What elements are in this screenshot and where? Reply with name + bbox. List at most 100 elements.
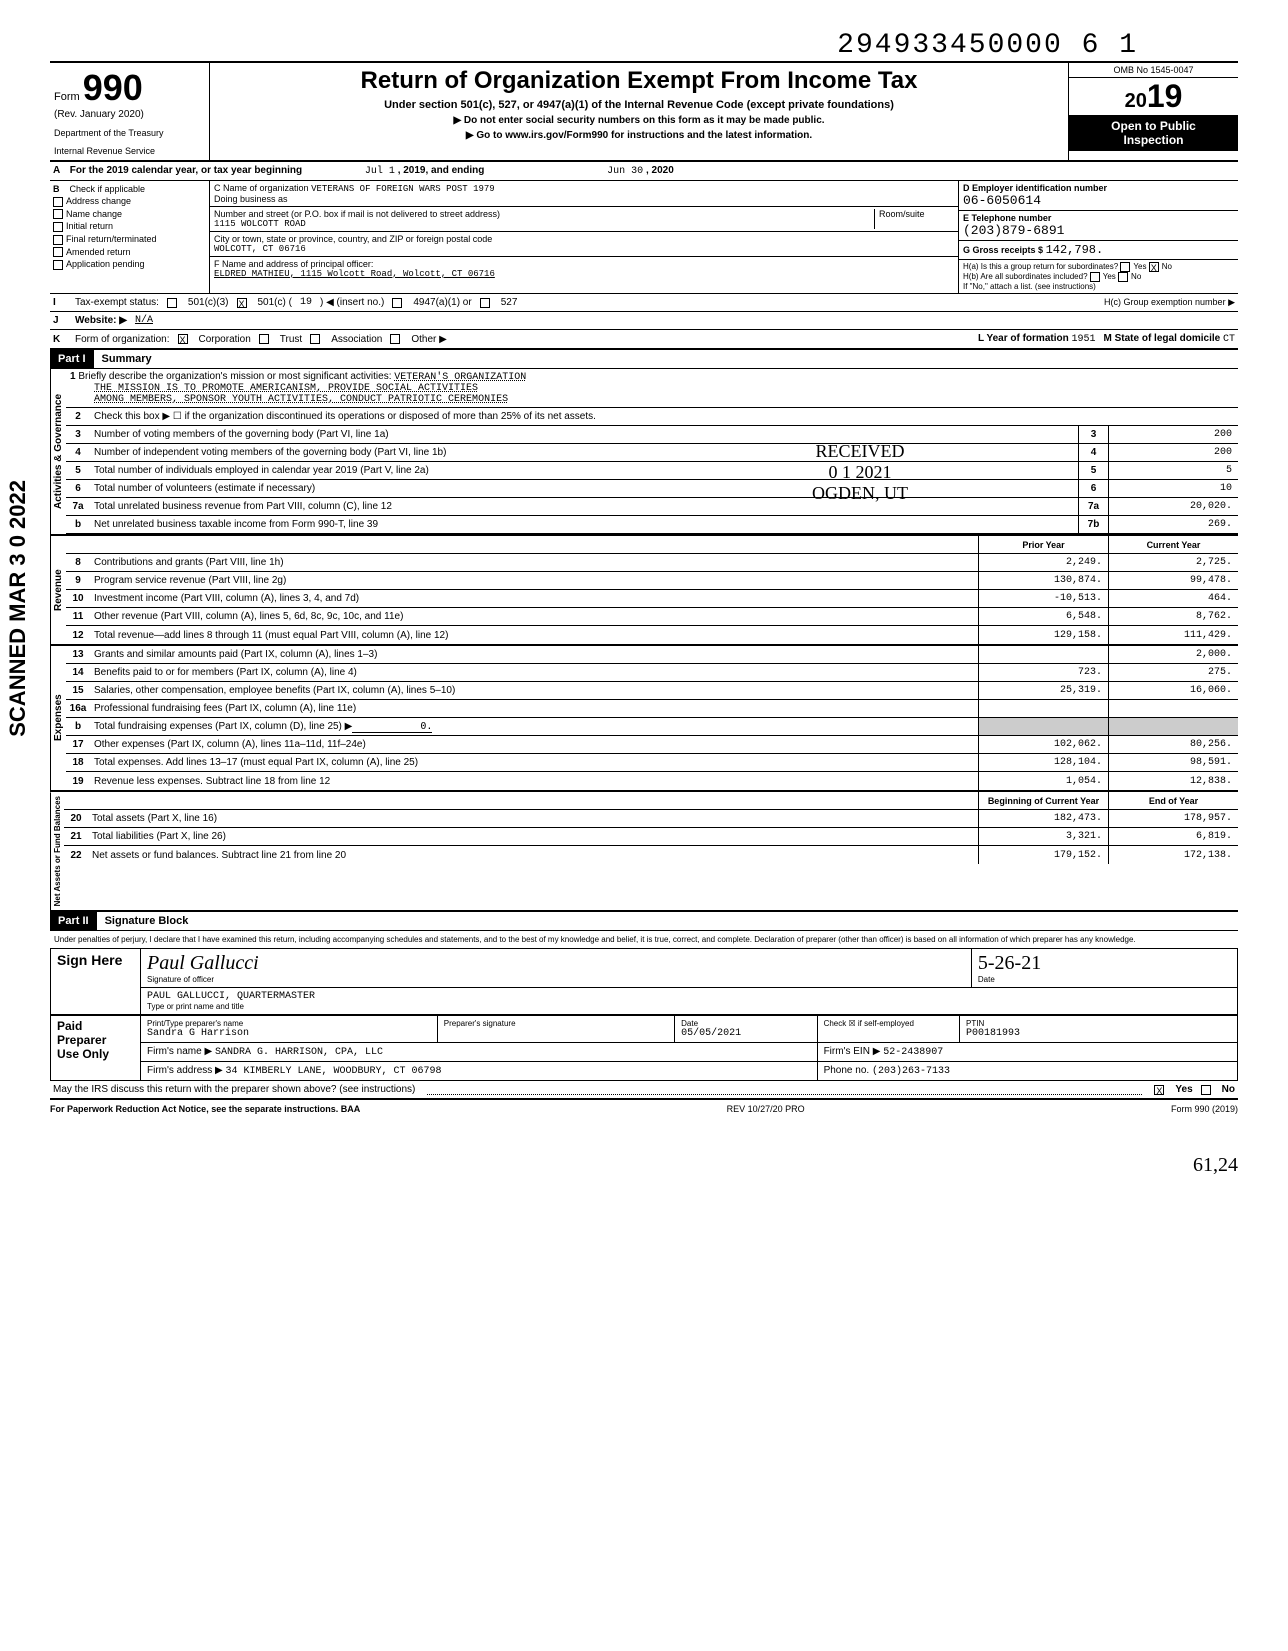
checkbox-amended-return[interactable]: Amended return (53, 247, 206, 258)
checkbox-application-pending[interactable]: Application pending (53, 259, 206, 270)
line6: Total number of volunteers (estimate if … (90, 481, 1078, 496)
gross-receipts-label: G Gross receipts $ (963, 245, 1043, 255)
table-row: 10Investment income (Part VIII, column (… (66, 590, 1238, 608)
checkbox-final-return[interactable]: Final return/terminated (53, 234, 206, 245)
firm-ein: 52-2438907 (883, 1047, 943, 1058)
city-state-zip: WOLCOTT, CT 06716 (214, 244, 492, 254)
assoc-checkbox[interactable] (310, 334, 320, 344)
part-1-header: Part I (50, 350, 94, 368)
line3-val: 200 (1108, 426, 1238, 443)
phone-value: (203)879-6891 (963, 223, 1234, 238)
4947-checkbox[interactable] (392, 298, 402, 308)
mission-3: AMONG MEMBERS, SPONSOR YOUTH ACTIVITIES,… (94, 394, 508, 405)
part-2-header: Part II (50, 912, 97, 930)
table-row: 9Program service revenue (Part VIII, lin… (66, 572, 1238, 590)
tax-year: 19 (1147, 78, 1183, 114)
discuss-yes[interactable] (1154, 1085, 1164, 1095)
table-row: 8Contributions and grants (Part VIII, li… (66, 554, 1238, 572)
form-subtitle: Under section 501(c), 527, or 4947(a)(1)… (218, 99, 1060, 111)
website-label: Website: ▶ (75, 315, 127, 326)
checkbox-initial-return[interactable]: Initial return (53, 221, 206, 232)
top-tracking-number: 294933450000 6 1 (50, 30, 1238, 61)
ein-value: 06-6050614 (963, 193, 1234, 208)
line3: Number of voting members of the governin… (90, 427, 1078, 442)
501c-insert: 19 (300, 297, 312, 308)
prior-year-header: Prior Year (978, 536, 1108, 553)
org-name: VETERANS OF FOREIGN WARS POST 1979 (311, 184, 495, 194)
firm-name-label: Firm's name ▶ (147, 1046, 212, 1057)
officer-label: F Name and address of principal officer: (214, 259, 495, 269)
501c-checkbox[interactable] (237, 298, 247, 308)
tax-exempt-label: Tax-exempt status: (75, 297, 159, 308)
ptin-value: P00181993 (966, 1028, 1231, 1039)
expenses-section: Expenses 13Grants and similar amounts pa… (50, 646, 1238, 792)
hb-no[interactable] (1118, 272, 1128, 282)
handwritten-note: 61,24 (50, 1154, 1238, 1177)
hb-yes[interactable] (1090, 272, 1100, 282)
501c3-checkbox[interactable] (167, 298, 177, 308)
firm-addr: 34 KIMBERLY LANE, WOODBURY, CT 06798 (226, 1066, 442, 1077)
year-prefix: 20 (1125, 90, 1147, 112)
firm-ein-label: Firm's EIN ▶ (824, 1046, 881, 1057)
mission-1: VETERAN'S ORGANIZATION (394, 372, 526, 383)
line2: Check this box ▶ ☐ if the organization d… (90, 409, 1238, 424)
scanned-stamp: SCANNED MAR 3 0 2022 (5, 480, 31, 737)
street-address: 1115 WOLCOTT ROAD (214, 219, 874, 229)
form-revision: (Rev. January 2020) (54, 109, 205, 120)
527-checkbox[interactable] (480, 298, 490, 308)
corp-checkbox[interactable] (178, 334, 188, 344)
ha-yes[interactable] (1120, 262, 1130, 272)
checkbox-name-change[interactable]: Name change (53, 209, 206, 220)
footer-left: For Paperwork Reduction Act Notice, see … (50, 1104, 360, 1114)
received-stamp: RECEIVED 0 1 2021 OGDEN, UT (812, 441, 908, 504)
line7b: Net unrelated business taxable income fr… (90, 517, 1078, 532)
line5-val: 5 (1108, 462, 1238, 479)
part-2-title: Signature Block (97, 915, 189, 927)
table-row: 19Revenue less expenses. Subtract line 1… (66, 772, 1238, 790)
signature-block: Sign Here Paul Gallucci Signature of off… (50, 948, 1238, 1015)
form-title: Return of Organization Exempt From Incom… (218, 67, 1060, 95)
revenue-section: Revenue Prior YearCurrent Year 8Contribu… (50, 536, 1238, 646)
page-footer: For Paperwork Reduction Act Notice, see … (50, 1100, 1238, 1114)
line4-val: 200 (1108, 444, 1238, 461)
discuss-label: May the IRS discuss this return with the… (53, 1084, 415, 1095)
state-domicile-label: M State of legal domicile (1104, 333, 1221, 344)
prep-date: 05/05/2021 (681, 1028, 810, 1039)
expenses-side-label: Expenses (50, 646, 66, 790)
org-name-label: C Name of organization (214, 183, 309, 193)
open-public-1: Open to Public (1073, 119, 1234, 133)
self-employed-check: Check ☒ if self-employed (817, 1016, 959, 1043)
line-a-label: For the 2019 calendar year, or tax year … (70, 165, 302, 176)
discuss-no[interactable] (1201, 1085, 1211, 1095)
table-row: 22Net assets or fund balances. Subtract … (64, 846, 1238, 864)
netassets-side-label: Net Assets or Fund Balances (50, 792, 64, 910)
part-1-title: Summary (94, 353, 152, 365)
line5: Total number of individuals employed in … (90, 463, 1078, 478)
year-formation: 1951 (1071, 334, 1095, 345)
line7a: Total unrelated business revenue from Pa… (90, 499, 1078, 514)
website-value: N/A (135, 315, 153, 326)
street-label: Number and street (or P.O. box if mail i… (214, 209, 874, 219)
table-row: 17Other expenses (Part IX, column (A), l… (66, 736, 1238, 754)
line6-val: 10 (1108, 480, 1238, 497)
room-suite-label: Room/suite (874, 209, 954, 229)
trust-checkbox[interactable] (259, 334, 269, 344)
type-name-label: Type or print name and title (147, 1002, 1231, 1011)
form-note-1: ▶ Do not enter social security numbers o… (218, 115, 1060, 126)
table-row: 12Total revenue—add lines 8 through 11 (… (66, 626, 1238, 644)
other-checkbox[interactable] (390, 334, 400, 344)
form-org-label: Form of organization: (75, 334, 170, 345)
hb-note: If "No," attach a list. (see instruction… (963, 282, 1234, 291)
ha-no[interactable] (1149, 262, 1159, 272)
footer-right: Form 990 (2019) (1171, 1104, 1238, 1114)
line-a: A For the 2019 calendar year, or tax yea… (50, 162, 1238, 181)
checkbox-address-change[interactable]: Address change (53, 196, 206, 207)
preparer-name: Sandra G Harrison (147, 1028, 431, 1039)
penalties-text: Under penalties of perjury, I declare th… (50, 931, 1238, 948)
table-row: 16aProfessional fundraising fees (Part I… (66, 700, 1238, 718)
form-header: Form 990 (Rev. January 2020) Department … (50, 61, 1238, 162)
year-formation-label: L Year of formation (978, 333, 1069, 344)
table-row: 11Other revenue (Part VIII, column (A), … (66, 608, 1238, 626)
activities-governance-section: Activities & Governance 1 Briefly descri… (50, 369, 1238, 536)
firm-phone-label: Phone no. (824, 1065, 870, 1076)
